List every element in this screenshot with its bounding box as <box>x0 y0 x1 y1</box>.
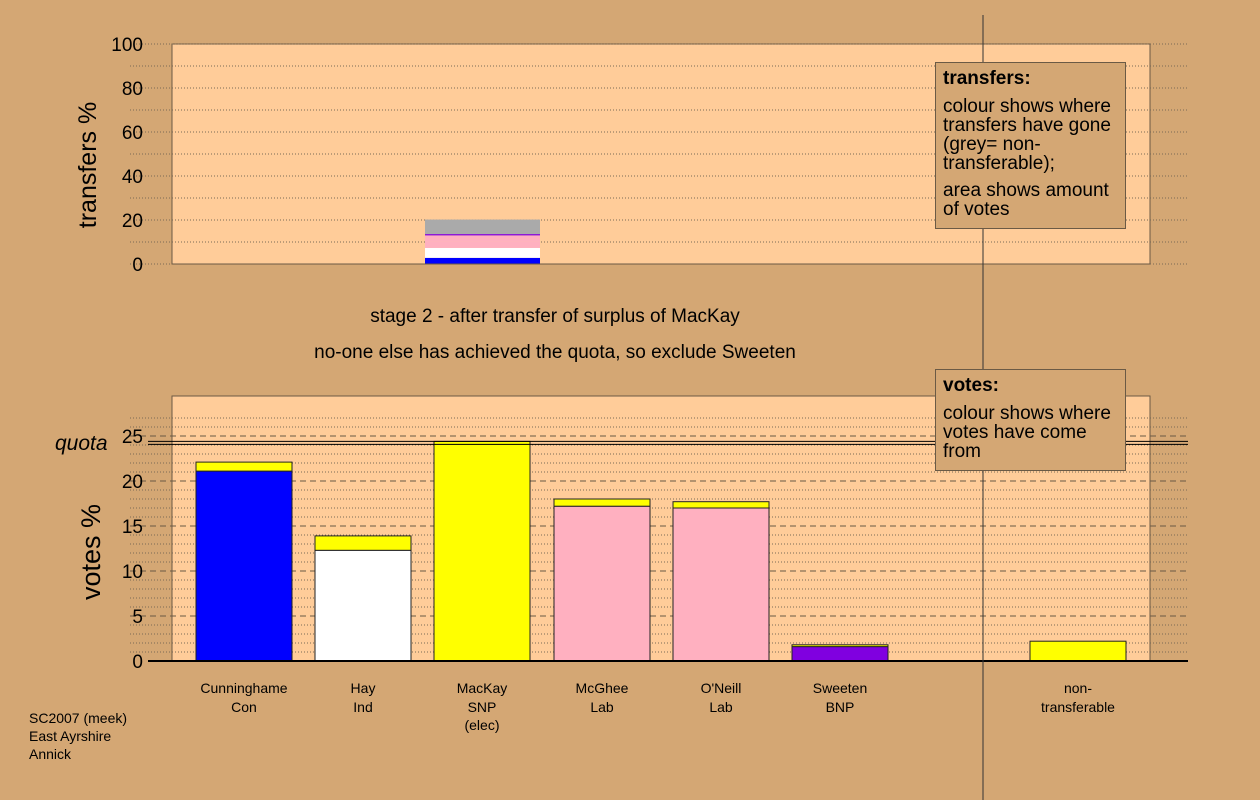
transfers-tick-label: 20 <box>122 211 143 232</box>
candidate-name-label: Sweeten <box>813 680 867 696</box>
candidate-name-label: Hay <box>351 680 376 696</box>
vote-bar-transfer <box>1029 640 1127 662</box>
votes-tick-label: 20 <box>122 472 143 493</box>
candidate-party-label: Lab <box>590 699 614 715</box>
vote-bar-transfer <box>195 461 293 472</box>
transfers-legend: transfers: colour shows where transfers … <box>935 62 1126 229</box>
votes-tick-label: 0 <box>132 652 143 673</box>
candidate-party-label: transferable <box>1041 699 1115 715</box>
votes-legend: votes: colour shows where votes have com… <box>935 369 1126 471</box>
votes-tick-label: 5 <box>132 607 143 628</box>
footer-info: SC2007 (meek) East Ayrshire Annick <box>29 709 127 763</box>
transfer-segment <box>425 234 540 236</box>
vote-bar-transfer <box>553 498 651 507</box>
quota-label: quota <box>55 432 108 455</box>
transfers-tick-label: 100 <box>111 35 143 56</box>
candidate-party-label: Lab <box>709 699 733 715</box>
transfers-tick-label: 0 <box>132 255 143 276</box>
transfer-segment <box>425 219 540 235</box>
vote-bar-base <box>791 646 889 662</box>
vote-bar-transfer <box>672 501 770 509</box>
transfers-tick-label: 40 <box>122 167 143 188</box>
transfers-tick-label: 80 <box>122 79 143 100</box>
candidate-party-label: Con <box>231 699 257 715</box>
transfer-segment <box>425 235 540 242</box>
candidate-party-label: Ind <box>353 699 372 715</box>
votes-tick-label: 15 <box>122 517 143 538</box>
vote-bar-base <box>433 440 531 662</box>
votes-tick-label: 10 <box>122 562 143 583</box>
transfers-tick-label: 60 <box>122 123 143 144</box>
candidate-name-label: Cunninghame <box>200 680 287 696</box>
candidate-status-label: (elec) <box>464 717 499 733</box>
transfers-legend-title: transfers: <box>943 68 1031 89</box>
footer-ward: Annick <box>29 746 72 762</box>
votes-tick-label: 25 <box>122 427 143 448</box>
candidate-name-label: O'Neill <box>701 680 742 696</box>
candidate-party-label: SNP <box>468 699 497 715</box>
transfers-legend-text-1: colour shows where transfers have gone (… <box>943 96 1111 174</box>
stage-caption: stage 2 - after transfer of surplus of M… <box>370 306 740 327</box>
transfers-legend-text-2: area shows amount of votes <box>943 180 1109 220</box>
votes-axis-label: votes % <box>76 504 106 600</box>
exclusion-caption: no-one else has achieved the quota, so e… <box>314 342 796 363</box>
vote-bar-transfer <box>314 535 412 551</box>
candidate-name-label: non- <box>1064 680 1092 696</box>
vote-bar-base <box>314 549 412 662</box>
transfers-axis-label: transfers % <box>74 102 102 228</box>
votes-legend-title: votes: <box>943 375 999 396</box>
transfer-segment <box>425 257 540 264</box>
transfer-segment <box>425 241 540 248</box>
footer-council: East Ayrshire <box>29 728 112 744</box>
candidate-name-label: MacKay <box>457 680 508 696</box>
candidate-party-label: BNP <box>826 699 855 715</box>
vote-bar-transfer <box>791 644 889 648</box>
vote-bar-base <box>195 470 293 662</box>
transfer-segment <box>425 247 540 258</box>
vote-bar-base <box>672 507 770 662</box>
footer-election: SC2007 (meek) <box>29 710 128 726</box>
candidate-name-label: McGhee <box>576 680 629 696</box>
vote-bar-base <box>553 505 651 662</box>
votes-legend-text: colour shows where votes have come from <box>943 403 1111 462</box>
